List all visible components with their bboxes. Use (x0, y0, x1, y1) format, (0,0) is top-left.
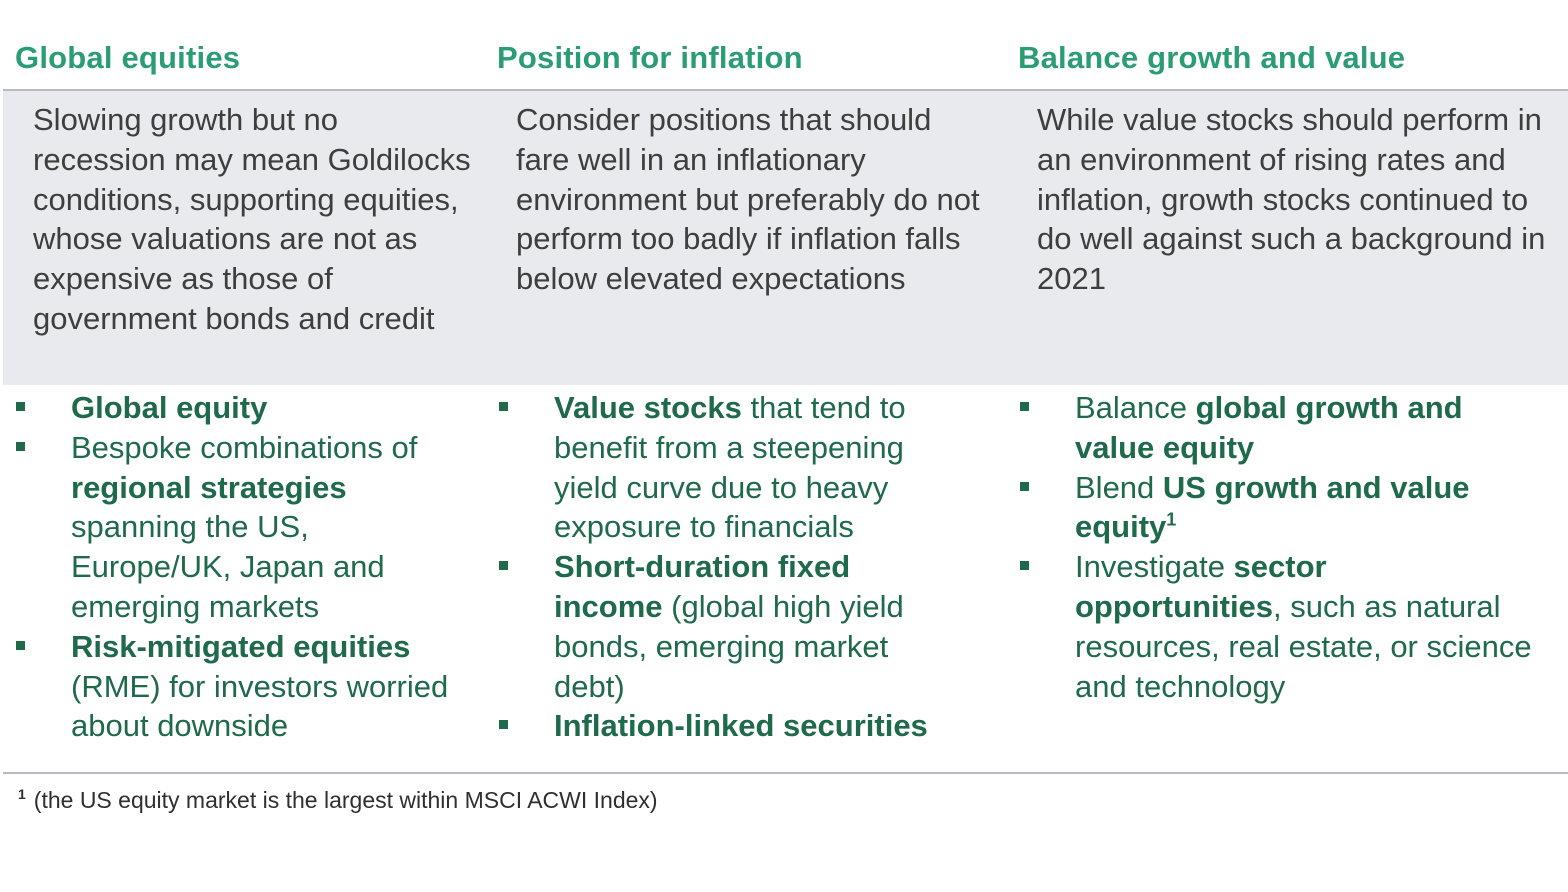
summary-band (3, 91, 1568, 385)
footnote-text: (the US equity market is the largest wit… (33, 787, 658, 813)
list-item: Inflation-linked securities (499, 706, 949, 746)
list-item: Investigate sector opportunities, such a… (1020, 547, 1540, 706)
square-bullet-icon (499, 720, 508, 730)
bullet-emphasis: sector opportunities (1075, 549, 1327, 624)
square-bullet-icon (1020, 561, 1029, 571)
bullet-text: Investigate (1075, 549, 1234, 585)
bullet-emphasis: global growth and value equity (1075, 390, 1463, 465)
header-divider (3, 89, 1568, 91)
footer-divider (3, 772, 1568, 774)
list-item: Short-duration fixed income (global high… (499, 547, 949, 706)
list-item: Balance global growth and value equity (1020, 388, 1540, 468)
footnote-reference: 1 (1166, 510, 1177, 531)
bullet-text: Balance (1075, 390, 1196, 425)
column-title-global-equities: Global equities (15, 40, 241, 75)
square-bullet-icon (1020, 402, 1029, 411)
square-bullet-icon (16, 441, 25, 451)
bullet-emphasis: Short-duration fixed income (554, 549, 851, 624)
column-headers: Global equities Position for inflation B… (0, 0, 1568, 89)
list-item: Value stocks that tend to benefit from a… (499, 388, 949, 547)
column-title-balance-growth-and-value: Balance growth and value (1018, 40, 1406, 75)
bullet-text: Blend (1075, 469, 1163, 505)
bullet-text: spanning the US, Europe/UK, Japan and em… (71, 509, 385, 624)
bullet-text: (global high yield bonds, emerging marke… (554, 588, 904, 704)
square-bullet-icon (16, 402, 25, 411)
bullet-emphasis: Risk-mitigated equities (71, 628, 411, 664)
bullet-text: that tend to benefit from a steepening y… (554, 390, 906, 545)
bullet-text: , such as natural resources, real estate… (1075, 588, 1532, 704)
bullet-emphasis: regional strategies (71, 469, 347, 505)
list-item: Global equity (16, 388, 456, 428)
list-item: Bespoke combinations of regional strateg… (16, 428, 456, 627)
list-item: Blend US growth and value equity1 (1020, 468, 1540, 548)
square-bullet-icon (499, 561, 508, 571)
footnote-marker: 1 (18, 786, 26, 803)
bullet-emphasis: US growth and value equity (1075, 469, 1470, 545)
square-bullet-icon (16, 640, 25, 650)
bullet-text: (RME) for investors worried about downsi… (71, 668, 449, 744)
summary-global-equities: Slowing growth but no recession may mean… (33, 102, 471, 336)
list-item: Risk-mitigated equities (RME) for invest… (16, 627, 456, 746)
bullet-list-global-equities: Global equity Bespoke combinations of re… (16, 388, 456, 746)
square-bullet-icon (499, 402, 508, 411)
summary-balance-growth-and-value: While value stocks should perform in an … (1037, 102, 1546, 297)
bullet-text: Bespoke combinations of (71, 429, 418, 465)
bullet-emphasis: Global equity (71, 390, 268, 425)
bullet-emphasis: Inflation-linked securities (554, 708, 928, 744)
bullet-list-balance-growth-and-value: Balance global growth and value equity B… (1020, 388, 1540, 706)
bullet-emphasis: Value stocks (554, 390, 742, 425)
column-title-position-for-inflation: Position for inflation (497, 40, 803, 75)
footnote: 1 (the US equity market is the largest wi… (18, 787, 658, 814)
square-bullet-icon (1020, 481, 1029, 491)
summary-position-for-inflation: Consider positions that should fare well… (516, 102, 980, 297)
bullet-list-position-for-inflation: Value stocks that tend to benefit from a… (499, 388, 949, 746)
